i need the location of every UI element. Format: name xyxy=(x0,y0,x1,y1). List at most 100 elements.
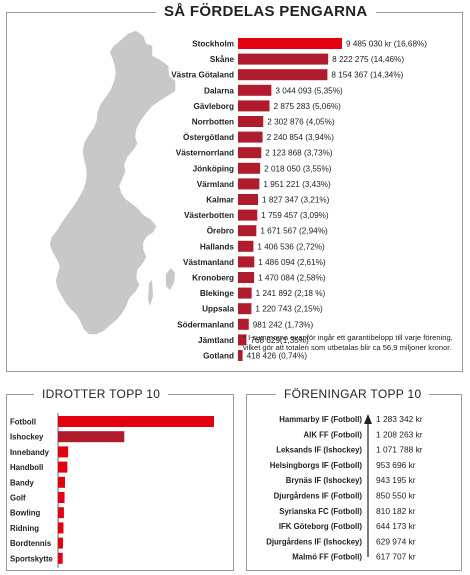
region-label: Örebro xyxy=(207,226,234,236)
region-bar xyxy=(238,38,342,49)
region-label: Södermanland xyxy=(177,320,234,329)
region-label: Värmland xyxy=(197,180,234,189)
region-bar xyxy=(238,287,252,299)
region-value-label: 2 302 876 (4,05%) xyxy=(267,118,335,127)
region-value-label: 8 154 367 (14,34%) xyxy=(331,71,403,80)
sport-bar xyxy=(58,446,69,458)
sport-label: Handboll xyxy=(10,463,43,472)
club-label: Malmö FF (Fotboll) xyxy=(292,553,362,562)
region-bar xyxy=(238,131,263,143)
region-value-label: 1 486 094 (2,61%) xyxy=(258,258,326,267)
region-value-label: 3 044 093 (5,35%) xyxy=(275,86,343,95)
club-label: Leksands IF (Ishockey) xyxy=(276,446,362,455)
region-label: Blekinge xyxy=(200,289,235,298)
footnote-line-2: vilket gör att totalen som utbetalas bli… xyxy=(243,343,452,352)
region-bar xyxy=(238,256,255,268)
sports-title: IDROTTER TOPP 10 xyxy=(34,386,169,402)
region-bar xyxy=(238,178,260,190)
region-value-label: 418 426 (0,74%) xyxy=(247,352,308,361)
region-value-label: 2 240 854 (3,94%) xyxy=(267,133,335,142)
region-bar xyxy=(238,209,258,221)
sport-bar xyxy=(58,537,63,549)
region-bar xyxy=(238,194,259,205)
oland-shape xyxy=(148,280,153,306)
region-label: Norrbotten xyxy=(192,118,234,127)
region-label: Gotland xyxy=(203,352,234,361)
club-label: Helsingborgs IF (Fotboll) xyxy=(270,461,363,470)
club-value-label: 953 696 kr xyxy=(376,460,416,470)
region-value-label: 1 951 221 (3,43%) xyxy=(263,180,331,189)
region-value-label: 1 406 536 (2,72%) xyxy=(257,242,325,251)
clubs-title: FÖRENINGAR TOPP 10 xyxy=(276,386,430,402)
gotland-shape xyxy=(166,268,175,290)
clubs-panel xyxy=(246,394,462,571)
sport-bar xyxy=(58,492,65,503)
club-value-label: 850 550 kr xyxy=(376,491,416,501)
region-value-label: 8 222 275 (14,46%) xyxy=(332,55,404,64)
sport-bar xyxy=(58,552,63,564)
sport-bar xyxy=(58,507,64,519)
region-label: Jönköping xyxy=(193,164,234,173)
region-bar xyxy=(238,162,261,174)
sport-label: Ishockey xyxy=(10,433,44,442)
ranking-arrow-head-icon xyxy=(364,414,372,424)
club-value-label: 810 182 kr xyxy=(376,506,416,516)
sport-label: Fotboll xyxy=(10,418,36,427)
sport-label: Bandy xyxy=(10,478,34,487)
region-label: Jämtland xyxy=(198,336,234,345)
region-bar xyxy=(238,116,264,127)
region-value-label: 1 827 347 (3,21%) xyxy=(262,196,330,205)
club-value-label: 617 707 kr xyxy=(376,552,416,562)
region-value-label: 2 018 050 (3,55%) xyxy=(264,164,332,173)
region-bar xyxy=(238,69,328,81)
region-bar xyxy=(238,53,329,65)
club-label: Syrianska FC (Fotboll) xyxy=(279,507,362,516)
main-footnote: * I summorna ovanför ingår ett garantibe… xyxy=(243,333,457,353)
sport-bar xyxy=(58,416,214,427)
region-label: Uppsala xyxy=(202,305,234,314)
club-label: Hammarby IF (Fotboll) xyxy=(279,415,362,424)
region-value-label: 9 485 030 kr (16,68%) xyxy=(346,40,427,49)
region-bar xyxy=(238,334,247,346)
region-bar xyxy=(238,318,249,330)
sport-bar xyxy=(58,522,64,534)
club-label: Djurgårdens IF (Fotboll) xyxy=(274,492,363,501)
club-value-label: 1 071 788 kr xyxy=(376,445,423,455)
sport-bar xyxy=(58,461,68,473)
sport-label: Sportskytte xyxy=(10,554,54,563)
region-bar xyxy=(238,100,270,112)
region-label: Hallands xyxy=(200,242,235,251)
region-label: Västerbotten xyxy=(184,211,234,220)
region-value-label: 1 759 457 (3,09%) xyxy=(261,211,329,220)
region-bar xyxy=(238,147,262,159)
club-value-label: 644 173 kr xyxy=(376,521,416,531)
club-value-label: 629 974 kr xyxy=(376,536,416,546)
sport-label: Golf xyxy=(10,494,26,503)
region-label: Västernorrland xyxy=(176,149,234,158)
region-label: Gävleborg xyxy=(194,102,235,111)
sport-bar xyxy=(58,476,66,488)
region-value-label: 1 470 084 (2,58%) xyxy=(258,274,326,283)
region-label: Skåne xyxy=(210,54,235,64)
region-value-label: 768 629(1,35%) xyxy=(250,336,309,345)
region-label: Kalmar xyxy=(206,196,235,205)
club-label: AIK FF (Fotboll) xyxy=(304,430,363,439)
club-value-label: 1 283 342 kr xyxy=(376,414,423,424)
club-value-label: 1 208 263 kr xyxy=(376,429,423,439)
club-label: IFK Göteborg (Fotboll) xyxy=(279,522,363,531)
sport-label: Bowling xyxy=(10,509,41,518)
region-label: Kronoberg xyxy=(192,274,234,283)
region-value-label: 981 242 (1,73%) xyxy=(253,320,314,329)
region-value-label: 2 123 868 (3,73%) xyxy=(265,149,333,158)
region-label: Östergötland xyxy=(183,132,234,142)
region-value-label: 1 671 567 (2,94%) xyxy=(260,227,328,236)
region-label: Västra Götaland xyxy=(171,71,234,80)
region-bar xyxy=(238,240,254,252)
region-value-label: 2 875 283 (5,06%) xyxy=(274,102,342,111)
sweden-map-shape xyxy=(49,30,176,335)
club-label: Djurgårdens IF (Ishockey) xyxy=(266,537,362,546)
region-value-label: 1 241 892 (2,18 %) xyxy=(256,289,326,298)
region-value-label: 1 220 743 (2,15%) xyxy=(255,305,323,314)
